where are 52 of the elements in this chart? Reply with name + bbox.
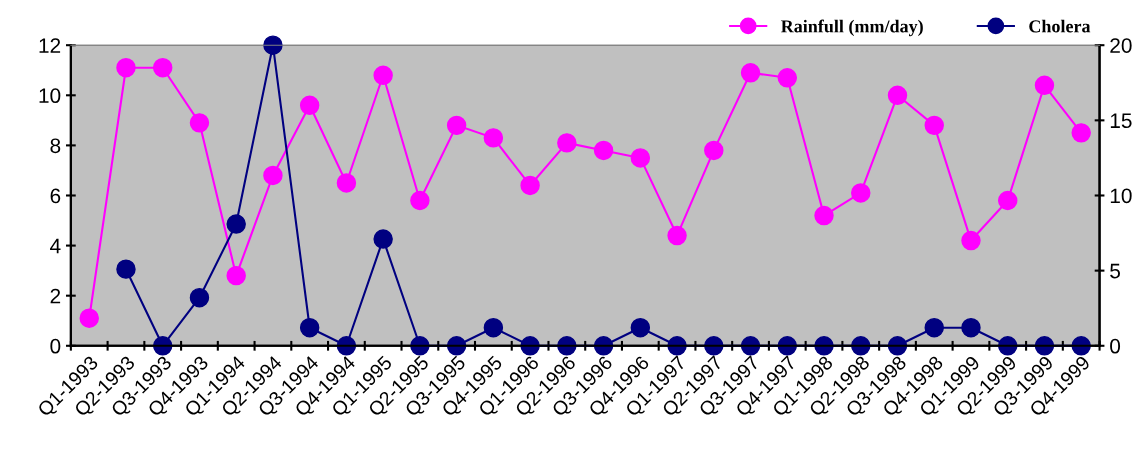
point xyxy=(667,225,687,246)
legend-label: Rainfull (mm/day) xyxy=(781,19,923,37)
y-tick-label: 0 xyxy=(50,338,61,354)
point xyxy=(263,35,283,55)
point xyxy=(1034,75,1055,96)
point xyxy=(997,190,1018,211)
point xyxy=(851,183,871,203)
point xyxy=(189,113,210,133)
point xyxy=(410,190,430,211)
y-tick-label: 4 xyxy=(50,238,61,254)
y2-tick-label: 0 xyxy=(1110,338,1121,354)
point xyxy=(189,287,210,308)
point xyxy=(924,318,944,338)
point xyxy=(116,58,136,78)
point xyxy=(814,205,834,226)
y-tick-label: 8 xyxy=(50,138,61,154)
point xyxy=(593,140,614,161)
point xyxy=(152,58,173,78)
point xyxy=(777,68,798,88)
y2-tick-label: 20 xyxy=(1110,38,1132,53)
point xyxy=(887,85,908,106)
point xyxy=(116,259,136,279)
point xyxy=(961,318,981,338)
point xyxy=(704,140,724,161)
point xyxy=(630,318,651,338)
point xyxy=(79,308,99,328)
y2-tick-label: 5 xyxy=(1110,263,1120,279)
point xyxy=(557,133,577,153)
point xyxy=(226,214,246,234)
point xyxy=(336,173,357,193)
y2-tick-label: 15 xyxy=(1110,113,1132,129)
point xyxy=(961,230,981,251)
point xyxy=(740,63,761,83)
point xyxy=(924,115,944,136)
point xyxy=(630,148,651,168)
point xyxy=(520,175,540,196)
y-tick-label: 2 xyxy=(50,288,61,304)
y-tick-label: 10 xyxy=(39,88,61,104)
point xyxy=(373,229,393,249)
point xyxy=(483,128,504,148)
legend-label: Cholera xyxy=(1029,19,1091,33)
point xyxy=(373,65,393,85)
point xyxy=(446,115,467,136)
point xyxy=(226,265,246,286)
point xyxy=(1071,123,1091,143)
point xyxy=(483,318,504,338)
y-tick-label: 12 xyxy=(39,38,61,53)
y2-tick-label: 10 xyxy=(1110,188,1132,204)
point xyxy=(299,95,320,116)
y-tick-label: 6 xyxy=(50,188,61,204)
point xyxy=(263,165,283,186)
point xyxy=(299,318,320,338)
